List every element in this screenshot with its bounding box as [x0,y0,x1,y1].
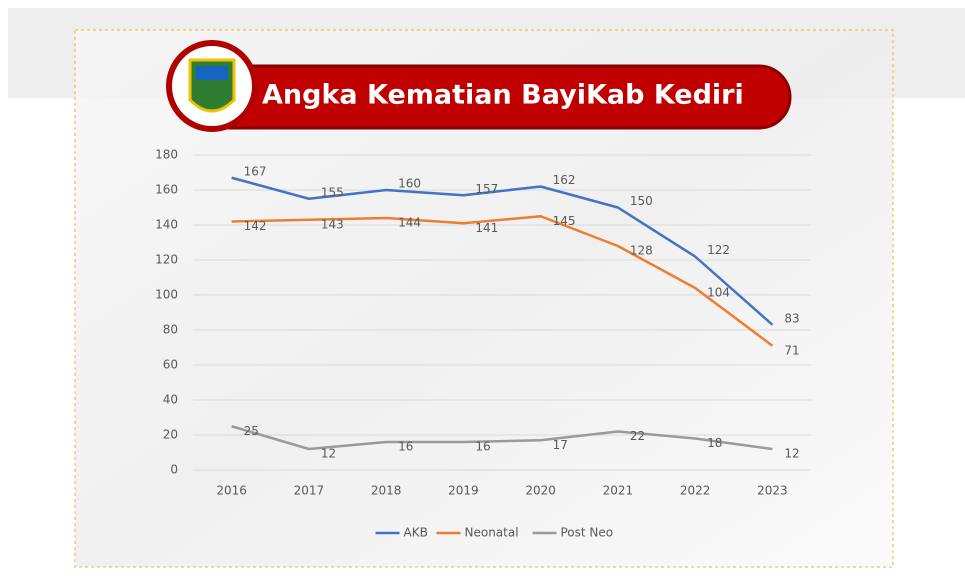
y-tick-label: 40 [163,393,178,407]
data-label: 167 [244,164,267,178]
data-label: 141 [475,221,498,235]
data-label: 150 [630,194,653,208]
data-label: 104 [707,286,730,300]
legend-label: AKB [404,526,428,540]
x-tick-label: 2018 [371,484,402,498]
data-label: 128 [630,244,653,258]
data-label: 143 [321,217,344,231]
x-tick-label: 2021 [603,484,634,498]
data-label: 16 [398,440,413,454]
y-tick-label: 60 [163,358,178,372]
chart: Angka Kematian BayiKab Kediri 0 20 40 60 80 1… [0,0,965,588]
x-tick-label: 2022 [680,484,711,498]
y-tick-label: 180 [155,148,178,162]
y-tick-label: 140 [155,218,178,232]
logo-sky [196,66,228,80]
data-label: 18 [707,436,722,450]
data-label: 83 [784,311,799,325]
data-label: 155 [321,185,344,199]
y-tick-label: 100 [155,288,178,302]
data-label: 144 [398,216,421,230]
data-label: 22 [630,429,645,443]
data-label: 160 [398,177,421,191]
y-tick-label: 120 [155,253,178,267]
legend-label: Post Neo [561,526,614,540]
data-label: 142 [244,219,267,233]
data-label: 25 [244,424,259,438]
x-tick-label: 2017 [294,484,325,498]
data-label: 157 [475,182,498,196]
data-label: 145 [553,214,576,228]
x-tick-label: 2023 [757,484,788,498]
x-tick-label: 2019 [448,484,479,498]
data-label: 12 [784,447,799,461]
chart-title: Angka Kematian BayiKab Kediri [262,80,744,111]
y-tick-label: 160 [155,183,178,197]
data-label: 12 [321,447,336,461]
data-label: 16 [475,440,490,454]
y-tick-label: 0 [170,463,178,477]
data-label: 71 [784,343,799,357]
x-tick-label: 2016 [216,484,247,498]
y-tick-label: 20 [163,428,178,442]
legend-label: Neonatal [465,526,519,540]
data-label: 17 [553,438,568,452]
data-label: 162 [553,173,576,187]
x-tick-label: 2020 [525,484,556,498]
data-label: 122 [707,243,730,257]
y-tick-label: 80 [163,323,178,337]
